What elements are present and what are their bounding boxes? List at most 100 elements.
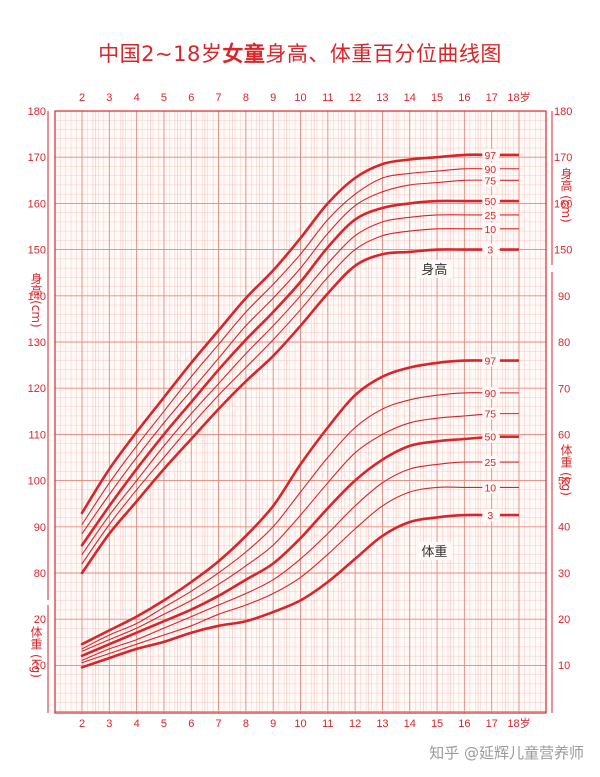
- x-tick-label-top: 18岁: [507, 90, 530, 104]
- height-tick-label-left: 110: [28, 429, 46, 441]
- height-tick-label-left: 90: [34, 522, 46, 534]
- x-tick-label-top: 2: [79, 92, 85, 104]
- height-label-bg-p25: [482, 208, 499, 221]
- height-tick-label-left: 160: [28, 198, 46, 210]
- height-line-p75: [81, 179, 493, 535]
- weight-label-p90: 90: [484, 388, 496, 400]
- x-tick-label-bottom: 2: [79, 718, 85, 730]
- height-group-label-bg: [416, 260, 453, 278]
- x-tick-label-bottom: 6: [188, 718, 194, 730]
- height-tick-label-left: 170: [28, 152, 46, 164]
- x-tick-label-bottom: 9: [270, 718, 276, 730]
- weight-line-p75: [81, 413, 493, 652]
- x-tick-label-bottom: 4: [134, 718, 140, 730]
- weight-tick-label-right: 40: [558, 522, 570, 534]
- height-tick-label-left: 120: [28, 383, 46, 395]
- weight-label-p3: 3: [487, 510, 493, 522]
- height-line-p90: [81, 168, 493, 526]
- height-label-bg-p3: [482, 243, 499, 256]
- labels: 2 2 3 3 4 4 5 5 6 6 7 7 8 8 9 9 10 10 11 11 12 12 13 13 14 14 15 15…: [28, 90, 573, 730]
- weight-line-p25: [81, 461, 493, 661]
- x-tick-label-top: 4: [134, 92, 140, 104]
- grid: [55, 110, 546, 713]
- title-bold-girl: 女童: [222, 42, 266, 66]
- weight-group-label: 体重: [421, 544, 447, 560]
- height-tick-label-left: 140: [28, 291, 46, 303]
- weight-tick-label-right: 70: [558, 383, 570, 395]
- x-tick-label-top: 11: [322, 92, 333, 104]
- x-tick-label-bottom: 10: [294, 718, 306, 730]
- x-tick-label-top: 17: [486, 92, 498, 104]
- weight-label-bg-p50: [482, 430, 499, 443]
- x-tick-label-top: 16: [458, 92, 470, 104]
- weight-tick-label-right: 30: [558, 568, 570, 580]
- height-label-bg-p90: [482, 162, 499, 175]
- x-tick-label-top: 12: [349, 92, 361, 104]
- height-group-label: 身高: [421, 262, 447, 278]
- weight-tick-label-left: 20: [34, 614, 46, 626]
- weight-tick-label-right: 10: [558, 660, 570, 672]
- weight-label-bg-p3: [482, 509, 499, 522]
- height-label-p50: 50: [484, 196, 496, 208]
- weight-tick-label-left: 10: [34, 660, 46, 672]
- x-tick-label-top: 5: [161, 92, 167, 104]
- title-prefix: 中国2~18岁: [98, 42, 223, 66]
- height-label-p97: 97: [484, 150, 496, 162]
- weight-line-p97: [80, 359, 493, 646]
- height-label-bg-p97: [482, 148, 499, 161]
- height-axis-label-right: 身高 (cm): [559, 166, 573, 223]
- weight-tick-label-right: 50: [558, 476, 570, 488]
- weight-tick-label-right: 60: [558, 429, 570, 441]
- x-tick-label-bottom: 3: [106, 718, 112, 730]
- height-line-p3: [80, 248, 493, 575]
- x-tick-label-bottom: 15: [431, 718, 443, 730]
- weight-label-p10: 10: [484, 482, 496, 494]
- height-line-p50: [80, 199, 493, 547]
- x-tick-label-bottom: 12: [349, 718, 361, 730]
- height-tick-label-left: 80: [34, 568, 46, 580]
- x-tick-label-bottom: 5: [161, 718, 167, 730]
- height-tick-label-left: 150: [28, 245, 46, 257]
- x-tick-label-bottom: 17: [486, 718, 498, 730]
- x-tick-label-top: 14: [404, 92, 416, 104]
- height-label-p75: 75: [484, 175, 496, 187]
- weight-label-p75: 75: [484, 409, 496, 421]
- x-tick-label-bottom: 11: [322, 718, 333, 730]
- x-tick-label-top: 9: [270, 92, 276, 104]
- height-label-p10: 10: [484, 224, 496, 236]
- x-tick-label-top: 8: [243, 92, 249, 104]
- chart-title: 中国2~18岁女童身高、体重百分位曲线图: [0, 38, 600, 68]
- x-tick-label-top: 7: [216, 92, 222, 104]
- x-tick-label-bottom: 7: [216, 718, 222, 730]
- height-label-bg-p10: [482, 222, 499, 235]
- x-tick-label-top: 6: [188, 92, 194, 104]
- weight-line-p10: [81, 486, 493, 664]
- height-line-p25: [81, 214, 493, 556]
- weight-line-p50: [80, 435, 493, 658]
- x-tick-label-top: 15: [431, 92, 443, 104]
- weight-label-p97: 97: [484, 356, 496, 368]
- x-tick-label-bottom: 16: [458, 718, 470, 730]
- watermark: 知乎 @延辉儿童营养师: [429, 744, 584, 762]
- weight-label-bg-p90: [482, 386, 499, 399]
- weight-group-label-bg: [416, 542, 453, 560]
- x-tick-label-top: 3: [106, 92, 112, 104]
- x-tick-label-top: 10: [294, 92, 306, 104]
- weight-line-p90: [81, 392, 493, 650]
- height-tick-label-right: 150: [554, 245, 572, 257]
- plot-frame: [54, 110, 547, 714]
- x-tick-label-bottom: 8: [243, 718, 249, 730]
- height-tick-label-left: 180: [28, 106, 46, 118]
- weight-label-bg-p10: [482, 481, 499, 494]
- percentile-lines: [80, 153, 519, 669]
- x-tick-label-bottom: 13: [376, 718, 388, 730]
- height-line-p10: [81, 228, 493, 565]
- height-tick-label-right: 160: [554, 198, 572, 210]
- weight-label-p50: 50: [484, 432, 496, 444]
- x-tick-label-bottom: 14: [404, 718, 416, 730]
- weight-axis-label-right: 体重 (kg): [559, 444, 573, 496]
- weight-label-bg-p75: [482, 407, 499, 420]
- weight-tick-label-right: 90: [558, 291, 570, 303]
- weight-label-bg-p97: [482, 354, 499, 367]
